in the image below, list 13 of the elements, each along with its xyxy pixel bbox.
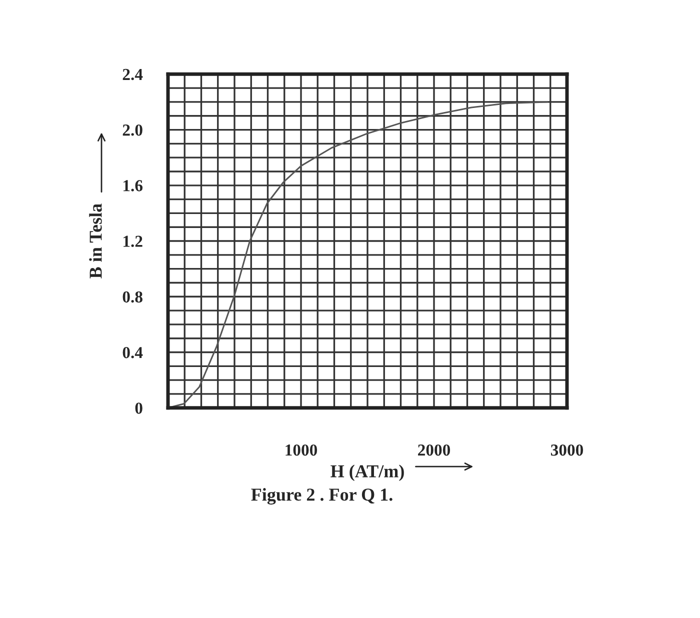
- y-tick-label: 1.6: [124, 180, 143, 192]
- x-tick-label: 1000: [286, 444, 318, 456]
- x-tick-label: 3000: [550, 444, 584, 456]
- x-axis-title: H (AT/m): [330, 464, 404, 482]
- y-tick-label: 2.4: [122, 68, 143, 80]
- x-tick-label: 2000: [418, 444, 450, 456]
- y-axis-title: B in Tesla: [89, 204, 102, 278]
- y-tick-label: 1.2: [124, 236, 142, 248]
- y-tick-label: 0: [135, 402, 142, 414]
- y-tick-label: 0.8: [122, 291, 142, 303]
- caption: Figure 2 . For Q 1.: [251, 488, 392, 505]
- y-tick-label: 2.0: [122, 124, 142, 136]
- y-tick-label: 0.4: [122, 346, 143, 358]
